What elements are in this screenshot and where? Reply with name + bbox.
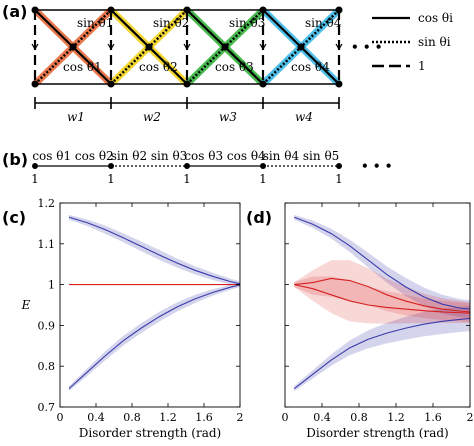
chain-site-4 (260, 163, 266, 169)
arrow-icon (107, 43, 115, 51)
x-tick-label: 0.4 (313, 411, 331, 424)
x-tick-label: 0.4 (87, 411, 105, 424)
lattice-node-center-2 (145, 43, 153, 51)
lattice-node-bottom-3 (259, 80, 267, 88)
cos-label-4: cos θ4 (291, 60, 330, 74)
sin-label-4: sin θ4 (305, 16, 342, 30)
width-label-1: w1 (67, 110, 85, 124)
lattice-node-bottom-1 (107, 80, 115, 88)
legend-label-sin: sin θi (418, 35, 451, 49)
cos-label-3: cos θ3 (215, 60, 254, 74)
chart-c: 0 0.4 0.8 1.2 1.6 2 0.7 0.8 0.9 1 1.1 1.2 Disorder s… (21, 197, 244, 440)
panel-label-b: (b) (2, 150, 28, 169)
x-tick-label: 1.2 (159, 411, 177, 424)
lattice-node-top-4 (335, 6, 343, 14)
line-style-legend: cos θi sin θi 1 (372, 11, 453, 73)
width-label-3: w3 (219, 110, 237, 124)
x-tick-label: 2 (467, 411, 474, 424)
width-label-4: w4 (295, 110, 313, 124)
lattice-node-top-2 (183, 6, 191, 14)
chain-site-2 (108, 163, 114, 169)
sin-label-3: sin θ3 (229, 16, 265, 30)
site-label-1: 1 (31, 172, 39, 186)
lattice-node-bottom-2 (183, 80, 191, 88)
lattice-node-bottom-0 (31, 80, 39, 88)
cos-label-1: cos θ1 (63, 60, 102, 74)
series-line-3 (294, 277, 471, 313)
legend-label-cos: cos θi (418, 11, 453, 25)
x-tick-label: 1.6 (195, 411, 213, 424)
x-axis-label: Disorder strength (rad) (79, 426, 221, 440)
sin-label-1: sin θ1 (77, 16, 113, 30)
chain-site-1 (32, 163, 38, 169)
plot-frame (284, 202, 471, 408)
bond-label-1: cos θ1 cos θ2 (32, 149, 113, 163)
panel-label-a: (a) (2, 2, 27, 21)
bond-label-2: sin θ2 sin θ3 (111, 149, 188, 163)
chain-site-3 (184, 163, 190, 169)
lattice-node-center-3 (221, 43, 229, 51)
lattice-node-bottom-4 (335, 80, 343, 88)
panel-label-d: (d) (246, 208, 272, 227)
lattice-diagram: sin θ1 cos θ1 w1 sin θ2 cos θ2 w2 sin θ3 cos θ3… (31, 6, 382, 124)
panel-label-c: (c) (2, 208, 26, 227)
bond-label-4: sin θ4 sin θ5 (263, 149, 340, 163)
y-tick-label: 1 (48, 279, 55, 292)
y-tick-label: 0.7 (38, 401, 56, 414)
x-tick-label: 0 (282, 411, 289, 424)
y-tick-label: 0.8 (38, 360, 56, 373)
lattice-ellipsis: • • • (351, 40, 382, 54)
chain-site-5 (336, 163, 342, 169)
lattice-node-center-1 (69, 43, 77, 51)
chain-ellipsis: • • • (361, 159, 392, 173)
series-band-2 (294, 305, 470, 392)
site-label-2: 1 (107, 172, 115, 186)
legend-label-one: 1 (418, 59, 426, 73)
series-band-4 (294, 276, 470, 324)
arrow-icon (183, 43, 191, 51)
series-line-2 (68, 284, 241, 390)
x-tick-label: 0.8 (350, 411, 368, 424)
x-tick-label: 0 (57, 411, 64, 424)
width-label-2: w2 (143, 110, 161, 124)
series-band-2 (69, 282, 240, 392)
series-line-4 (294, 284, 471, 314)
x-tick-label: 1.6 (424, 411, 442, 424)
series-line-1 (68, 216, 241, 285)
lattice-node-top-3 (259, 6, 267, 14)
site-label-3: 1 (183, 172, 191, 186)
cos-label-2: cos θ2 (139, 60, 178, 74)
x-axis-label: Disorder strength (rad) (306, 426, 448, 440)
x-tick-label: 1.2 (387, 411, 405, 424)
y-tick-label: 1.1 (38, 238, 56, 251)
site-label-5: 1 (335, 172, 343, 186)
chart-d: 0 0.4 0.8 1.2 1.6 2 Disorder strength (rad) (282, 202, 474, 440)
bond-label-3: cos θ3 cos θ4 (184, 149, 266, 163)
sin-label-2: sin θ2 (153, 16, 189, 30)
y-tick-label: 1.2 (38, 197, 56, 210)
site-label-4: 1 (259, 172, 267, 186)
series-line-2 (293, 317, 471, 390)
arrow-icon (259, 43, 267, 51)
arrow-icon (335, 43, 343, 51)
lattice-node-top-0 (31, 6, 39, 14)
y-axis-label: E (21, 298, 31, 312)
plot-frame (59, 202, 241, 408)
series-band-1 (294, 214, 470, 319)
x-tick-label: 0.8 (123, 411, 141, 424)
arrow-icon (31, 43, 39, 51)
x-tick-label: 2 (237, 411, 244, 424)
lattice-node-top-1 (107, 6, 115, 14)
lattice-node-center-4 (297, 43, 305, 51)
series-line-1 (294, 216, 471, 310)
y-tick-label: 0.9 (38, 319, 56, 332)
